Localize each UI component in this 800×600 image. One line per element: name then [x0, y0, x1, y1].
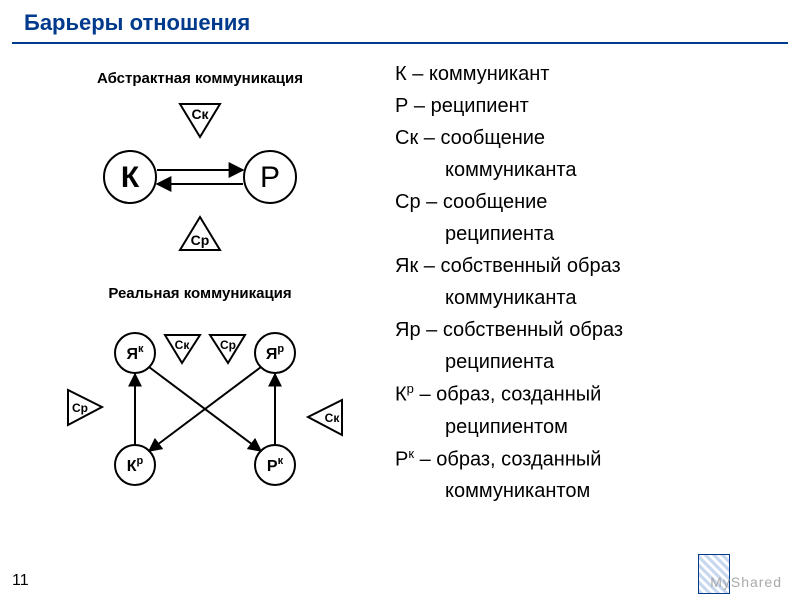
- triangle-Sr-label: Ср: [191, 232, 210, 248]
- triangle-Sk-label: Ск: [191, 106, 209, 122]
- node-R-label: Р: [260, 161, 280, 194]
- triangle-Sr-top-label: Ср: [220, 338, 236, 352]
- legend-row: Ск – сообщение: [395, 124, 775, 153]
- legend: К – коммуникант Р – реципиент Ск – сообщ…: [395, 60, 775, 509]
- diagram1-svg: К Р Ск Ср: [60, 92, 340, 262]
- legend-row: Ср – сообщение: [395, 188, 775, 217]
- triangle-Sk-top-label: Ск: [175, 338, 191, 352]
- legend-row-cont: реципиентом: [395, 413, 775, 442]
- legend-row: Яр – собственный образ: [395, 316, 775, 345]
- watermark: MyShared: [710, 574, 782, 590]
- diagram2-label: Реальная коммуникация: [70, 285, 330, 302]
- diagram2-svg: Як Яр Кр Рк Ск Ср Ср Ск: [40, 305, 360, 515]
- page-title: Барьеры отношения: [24, 10, 250, 36]
- legend-row: К – коммуникант: [395, 60, 775, 89]
- triangle-Sk-right-label: Ск: [325, 411, 341, 425]
- triangle-Sr-left-label: Ср: [72, 401, 88, 415]
- legend-row-cont: реципиента: [395, 220, 775, 249]
- legend-row: Кр – образ, созданный: [395, 380, 775, 410]
- legend-row: Рк – образ, созданный: [395, 445, 775, 475]
- node-K-label: К: [121, 161, 140, 194]
- legend-row-cont: коммуниканта: [395, 156, 775, 185]
- legend-row: Як – собственный образ: [395, 252, 775, 281]
- legend-row: Р – реципиент: [395, 92, 775, 121]
- diagram1-label: Абстрактная коммуникация: [70, 70, 330, 87]
- slide-number: 11: [12, 572, 29, 590]
- legend-row-cont: реципиента: [395, 348, 775, 377]
- title-rule: [12, 42, 788, 44]
- legend-row-cont: коммуникантом: [395, 477, 775, 506]
- legend-row-cont: коммуниканта: [395, 284, 775, 313]
